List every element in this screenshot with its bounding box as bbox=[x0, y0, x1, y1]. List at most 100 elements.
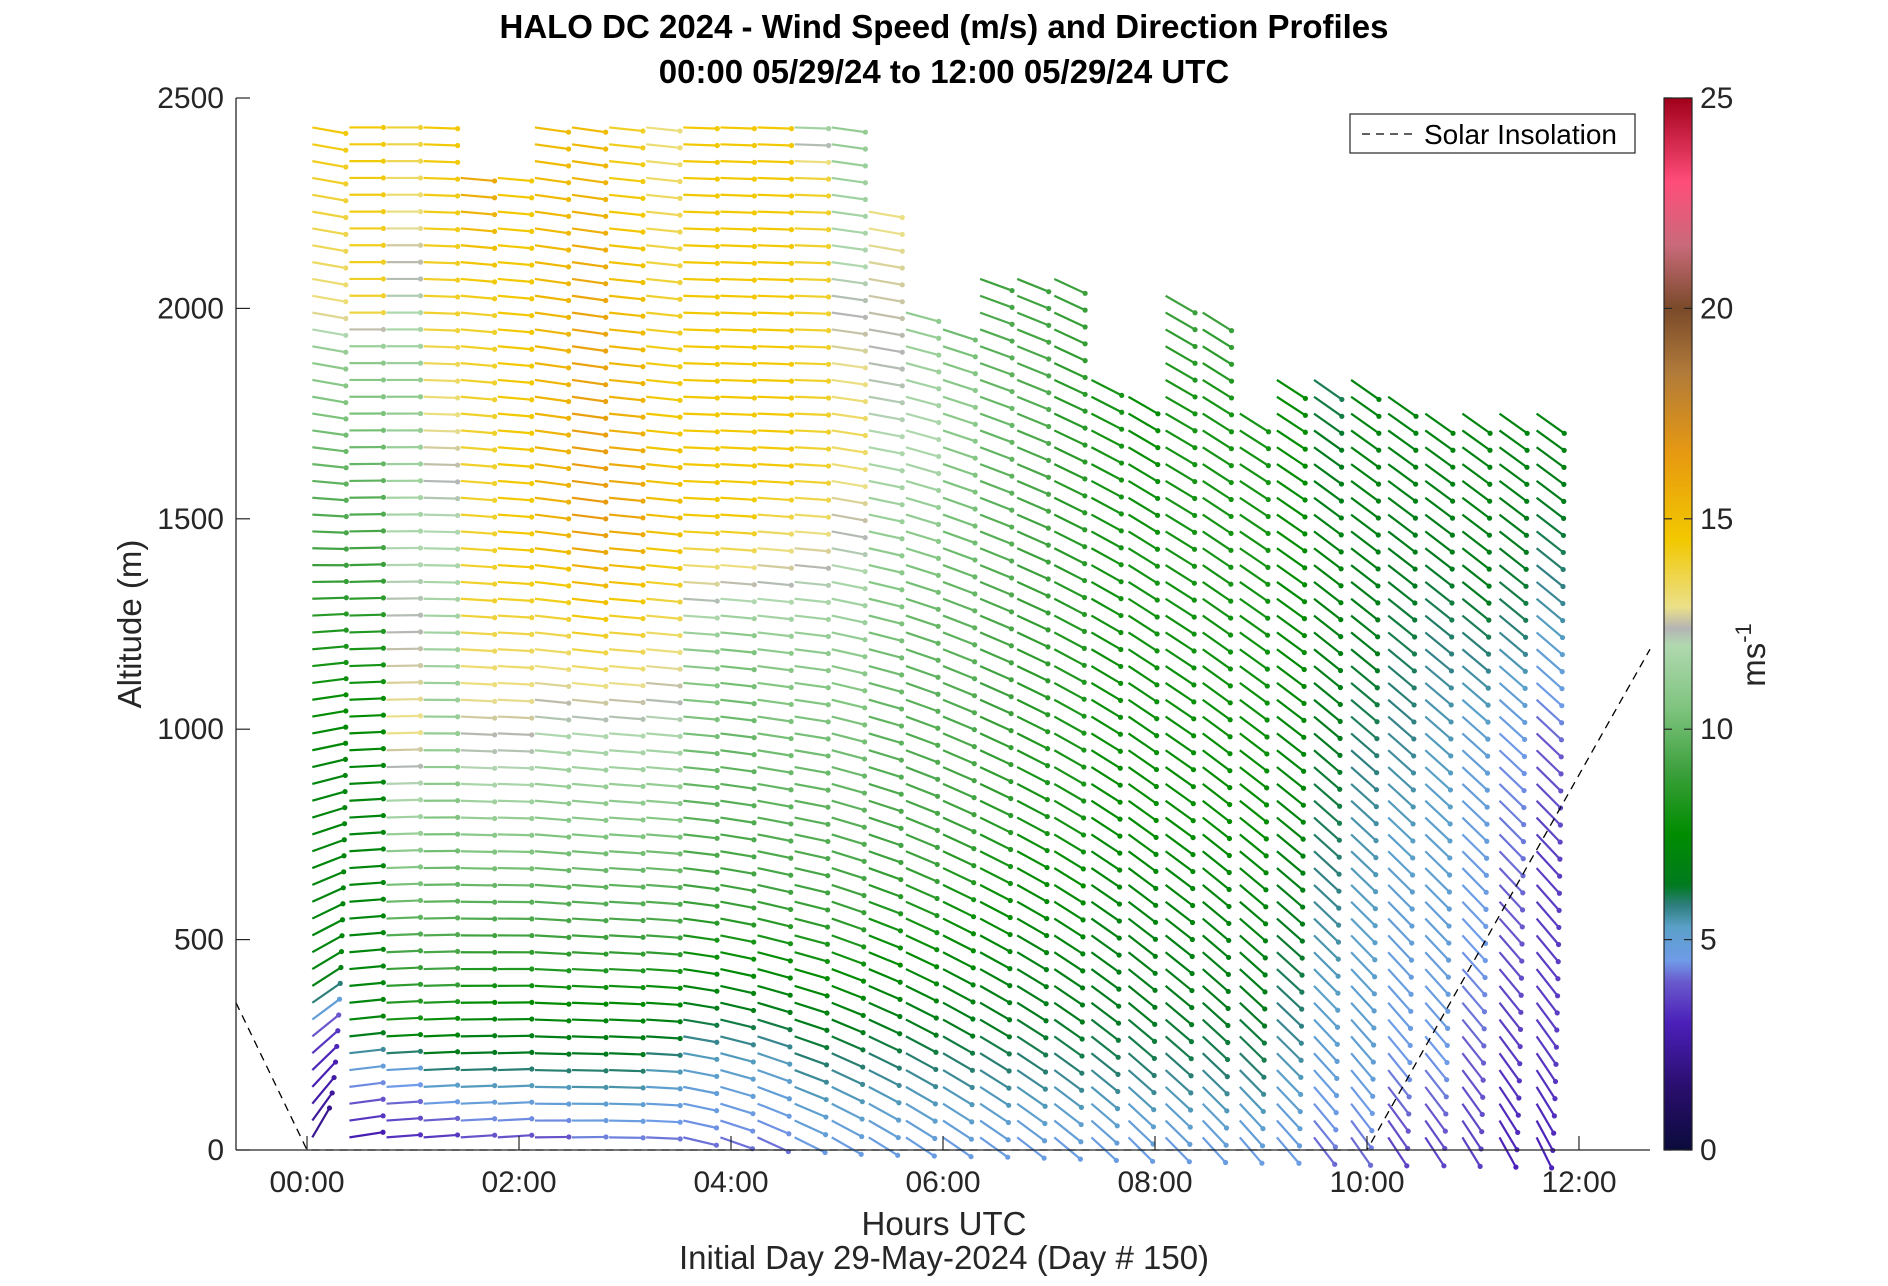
wind-barb bbox=[720, 313, 754, 314]
wind-barb-head bbox=[343, 741, 348, 746]
wind-barb-head bbox=[640, 901, 645, 906]
wind-barb-head bbox=[1521, 856, 1526, 861]
wind-barb-head bbox=[529, 246, 534, 251]
wind-barb-head bbox=[1155, 513, 1160, 518]
wind-barb-head bbox=[973, 405, 978, 410]
wind-barb-head bbox=[455, 1032, 460, 1037]
wind-barb-head bbox=[826, 362, 831, 367]
wind-barb-head bbox=[972, 693, 977, 698]
wind-barb-head bbox=[1412, 685, 1417, 690]
wind-barb-head bbox=[1521, 822, 1526, 827]
wind-barb-head bbox=[1406, 1129, 1411, 1134]
wind-barb-head bbox=[492, 916, 497, 921]
wind-barb-head bbox=[1008, 881, 1013, 886]
wind-barb-head bbox=[492, 229, 497, 234]
wind-barb-head bbox=[640, 750, 645, 755]
wind-barb-head bbox=[825, 907, 830, 912]
wind-barb-head bbox=[344, 660, 349, 665]
wind-barb-head bbox=[1115, 1106, 1120, 1111]
wind-barb-head bbox=[381, 963, 386, 968]
wind-barb-head bbox=[1557, 891, 1562, 896]
wind-barb-head bbox=[863, 416, 868, 421]
wind-barb-head bbox=[1449, 668, 1454, 673]
wind-barb-head bbox=[529, 296, 534, 301]
wind-barb-head bbox=[603, 163, 608, 168]
wind-barb-head bbox=[826, 600, 831, 605]
wind-barb-head bbox=[750, 1094, 755, 1099]
wind-barb-head bbox=[492, 1033, 497, 1038]
wind-barb-head bbox=[529, 178, 534, 183]
wind-barb bbox=[349, 648, 383, 649]
wind-barb-head bbox=[936, 573, 941, 578]
wind-barb bbox=[498, 1052, 532, 1053]
wind-barb-head bbox=[788, 873, 793, 878]
wind-barb bbox=[461, 767, 495, 768]
wind-barb-head bbox=[1081, 849, 1086, 854]
wind-barb-head bbox=[1191, 665, 1196, 670]
wind-barb-head bbox=[1224, 1125, 1229, 1130]
colorbar-label: ms-1 bbox=[1731, 623, 1772, 687]
wind-barb-head bbox=[1486, 686, 1491, 691]
wind-barb-head bbox=[1516, 1113, 1521, 1118]
wind-barb-head bbox=[789, 463, 794, 468]
wind-barb-head bbox=[900, 333, 905, 338]
wind-barb-head bbox=[1339, 431, 1344, 436]
wind-barb-head bbox=[529, 1050, 534, 1055]
wind-barb-head bbox=[1376, 448, 1381, 453]
wind-barb-head bbox=[492, 246, 497, 251]
wind-barb-head bbox=[566, 1002, 571, 1007]
wind-barb-head bbox=[1045, 695, 1050, 700]
wind-barb-head bbox=[1520, 890, 1525, 895]
wind-barb bbox=[424, 498, 458, 499]
wind-barb-head bbox=[529, 431, 534, 436]
wind-barb bbox=[461, 1052, 495, 1053]
wind-barb-head bbox=[1519, 958, 1524, 963]
wind-barb-head bbox=[418, 1132, 423, 1137]
wind-barb-head bbox=[1336, 906, 1341, 911]
wind-barb-head bbox=[492, 565, 497, 570]
wind-barb-head bbox=[1518, 1027, 1523, 1032]
wind-barb-head bbox=[1339, 465, 1344, 470]
wind-barb bbox=[758, 228, 792, 229]
wind-barb-head bbox=[1478, 1146, 1483, 1151]
wind-barb-head bbox=[934, 947, 939, 952]
wind-barb-head bbox=[1449, 617, 1454, 622]
wind-barb-head bbox=[677, 482, 682, 487]
wind-barb-head bbox=[381, 1080, 386, 1085]
wind-barb-head bbox=[899, 536, 904, 541]
wind-barb bbox=[424, 397, 458, 398]
wind-barb-head bbox=[1450, 549, 1455, 554]
wind-barb-head bbox=[1518, 1010, 1523, 1015]
wind-barb-head bbox=[603, 533, 608, 538]
wind-barb-head bbox=[1264, 734, 1269, 739]
wind-barb bbox=[461, 818, 495, 819]
wind-barb-head bbox=[1192, 361, 1197, 366]
wind-barb-head bbox=[751, 769, 756, 774]
wind-barb-head bbox=[1225, 1074, 1230, 1079]
wind-barb-head bbox=[338, 965, 343, 970]
wind-barb-head bbox=[677, 835, 682, 840]
wind-barb-head bbox=[1410, 838, 1415, 843]
wind-barb-head bbox=[381, 209, 386, 214]
wind-barb-head bbox=[1082, 425, 1087, 430]
wind-barb bbox=[572, 1036, 606, 1037]
wind-barb-head bbox=[1408, 1026, 1413, 1031]
wind-barb-head bbox=[381, 713, 386, 718]
wind-barb-head bbox=[715, 548, 720, 553]
wind-barb-head bbox=[640, 717, 645, 722]
wind-barb-head bbox=[863, 315, 868, 320]
x-axis-label: Hours UTC bbox=[861, 1205, 1026, 1242]
wind-barb-head bbox=[863, 450, 868, 455]
wind-barb-head bbox=[418, 529, 423, 534]
wind-barb-head bbox=[1008, 813, 1013, 818]
wind-barb-head bbox=[1227, 802, 1232, 807]
wind-barb-head bbox=[603, 214, 608, 219]
wind-barb-head bbox=[418, 1082, 423, 1087]
wind-barb-head bbox=[529, 632, 534, 637]
wind-barb-head bbox=[418, 797, 423, 802]
wind-barb-head bbox=[640, 700, 645, 705]
wind-barb-head bbox=[381, 344, 386, 349]
wind-barb-head bbox=[1228, 565, 1233, 570]
wind-barb-head bbox=[566, 600, 571, 605]
wind-barb-head bbox=[789, 328, 794, 333]
